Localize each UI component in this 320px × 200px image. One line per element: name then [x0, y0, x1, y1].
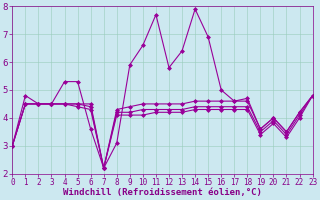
X-axis label: Windchill (Refroidissement éolien,°C): Windchill (Refroidissement éolien,°C) [63, 188, 262, 197]
